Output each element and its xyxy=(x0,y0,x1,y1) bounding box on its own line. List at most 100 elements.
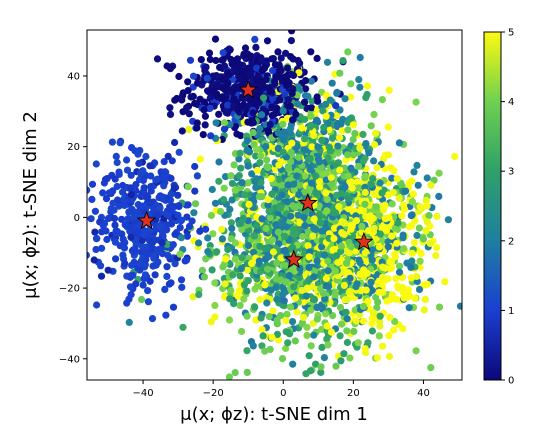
data-point xyxy=(144,287,152,295)
data-point xyxy=(386,258,394,266)
data-point xyxy=(139,208,148,216)
data-point xyxy=(341,95,349,103)
data-point xyxy=(156,223,164,231)
data-point xyxy=(356,259,364,267)
data-point xyxy=(265,313,273,321)
data-point xyxy=(251,35,259,44)
data-point xyxy=(346,274,354,282)
data-point xyxy=(188,217,196,225)
data-point xyxy=(407,274,415,282)
data-point xyxy=(324,257,332,265)
data-point xyxy=(261,280,269,289)
data-point xyxy=(257,314,265,322)
data-point xyxy=(331,267,339,275)
data-point xyxy=(243,266,251,274)
data-point xyxy=(225,45,233,53)
data-point xyxy=(99,189,107,197)
data-point xyxy=(468,279,475,286)
data-point xyxy=(237,164,245,172)
data-point xyxy=(119,251,127,259)
data-point xyxy=(398,212,406,220)
data-point xyxy=(432,252,440,260)
data-point xyxy=(268,333,276,341)
data-point xyxy=(413,161,421,169)
data-point xyxy=(159,195,167,203)
data-point xyxy=(185,110,193,118)
data-point xyxy=(146,277,154,285)
data-point xyxy=(112,228,120,237)
data-point xyxy=(178,96,186,104)
data-point xyxy=(287,37,295,45)
data-point xyxy=(189,293,197,301)
data-point xyxy=(184,183,192,191)
data-point xyxy=(121,259,129,267)
data-point xyxy=(284,339,292,347)
data-point xyxy=(210,81,218,89)
data-point xyxy=(258,342,266,350)
data-point xyxy=(318,243,326,251)
data-point xyxy=(315,158,323,166)
data-point xyxy=(234,106,242,114)
data-point xyxy=(199,131,207,139)
data-point xyxy=(220,125,229,133)
data-point xyxy=(239,67,247,75)
data-point xyxy=(302,77,310,85)
data-point xyxy=(219,263,227,271)
data-point xyxy=(253,166,261,174)
data-point xyxy=(204,87,212,95)
data-point xyxy=(325,143,333,151)
data-point xyxy=(135,159,143,167)
data-point xyxy=(160,182,168,190)
data-point xyxy=(253,146,261,154)
data-point xyxy=(435,192,443,200)
data-point xyxy=(243,287,251,295)
data-point xyxy=(248,259,256,267)
data-point xyxy=(290,283,298,291)
data-point xyxy=(168,202,176,210)
data-point xyxy=(220,196,228,204)
data-point xyxy=(423,174,431,182)
data-point xyxy=(176,250,184,258)
data-point xyxy=(398,283,407,292)
data-point xyxy=(274,48,282,56)
data-point xyxy=(375,318,384,326)
data-point xyxy=(347,243,355,251)
data-point xyxy=(131,245,139,253)
data-point xyxy=(384,151,392,159)
data-point xyxy=(201,121,209,129)
data-point xyxy=(266,345,274,353)
data-point xyxy=(368,246,376,254)
data-point xyxy=(350,327,358,335)
data-point xyxy=(322,282,330,290)
data-point xyxy=(323,322,331,330)
data-point xyxy=(444,216,452,224)
data-point xyxy=(249,342,257,350)
data-point xyxy=(321,100,330,109)
data-point xyxy=(347,225,355,233)
data-point xyxy=(206,104,214,112)
data-point xyxy=(224,245,232,254)
data-point xyxy=(160,173,168,181)
data-point xyxy=(269,94,277,102)
data-point xyxy=(236,149,244,157)
data-point xyxy=(275,69,283,77)
data-point xyxy=(288,139,296,147)
data-point xyxy=(235,155,243,163)
data-point xyxy=(279,107,287,115)
data-point xyxy=(337,120,345,128)
data-point xyxy=(425,212,433,220)
data-point xyxy=(314,251,322,259)
data-point xyxy=(333,88,341,96)
data-point xyxy=(237,384,244,391)
data-point xyxy=(312,172,320,180)
data-point xyxy=(331,290,339,298)
data-point xyxy=(218,225,226,233)
data-point xyxy=(328,79,336,87)
data-point xyxy=(367,122,375,130)
data-point xyxy=(179,323,187,331)
data-point xyxy=(132,280,140,288)
data-point xyxy=(236,301,244,309)
data-point xyxy=(338,320,346,328)
data-point xyxy=(139,202,147,210)
data-point xyxy=(399,325,407,333)
